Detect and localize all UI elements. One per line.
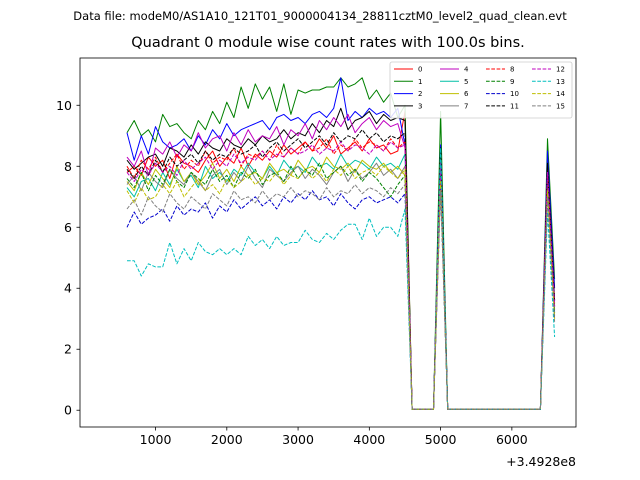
y-tick-label: 8	[64, 159, 72, 174]
legend-label-0: 0	[418, 66, 422, 74]
y-tick-label: 10	[56, 98, 72, 113]
y-tick-label: 0	[64, 403, 72, 418]
legend-label-9: 9	[510, 78, 514, 86]
legend-label-15: 15	[556, 103, 565, 111]
series-line-6	[126, 156, 556, 410]
series-line-2	[126, 77, 556, 410]
legend-label-11: 11	[510, 103, 519, 111]
legend-label-12: 12	[556, 66, 565, 74]
series-layer	[126, 77, 556, 410]
y-tick-label: 6	[64, 220, 72, 235]
x-offset-label: +3.4928e8	[506, 454, 576, 469]
legend-label-2: 2	[418, 90, 422, 98]
legend-label-7: 7	[464, 103, 468, 111]
legend-label-3: 3	[418, 103, 422, 111]
series-line-8	[126, 138, 556, 410]
series-line-7	[126, 162, 556, 410]
series-line-12	[126, 141, 556, 410]
series-line-14	[126, 165, 556, 410]
series-line-9	[126, 162, 556, 410]
legend-label-14: 14	[556, 90, 565, 98]
series-line-5	[126, 153, 556, 410]
y-tick-label: 4	[64, 281, 72, 296]
x-tick-label: 4000	[353, 432, 385, 447]
legend-label-8: 8	[510, 66, 514, 74]
legend-box	[389, 61, 573, 119]
legend-label-13: 13	[556, 78, 565, 86]
series-line-11	[126, 129, 556, 410]
legend-label-5: 5	[464, 78, 468, 86]
legend-label-6: 6	[464, 90, 469, 98]
y-tick-label: 2	[64, 342, 72, 357]
plot-title: Quadrant 0 module wise count rates with …	[131, 35, 525, 51]
x-tick-label: 2000	[211, 432, 243, 447]
figure-suptitle: Data file: modeM0/AS1A10_121T01_90000041…	[73, 9, 567, 23]
legend-label-4: 4	[464, 66, 469, 74]
series-line-13	[127, 147, 556, 410]
series-line-15	[126, 184, 556, 410]
x-tick-label: 3000	[282, 432, 314, 447]
legend-label-10: 10	[510, 90, 519, 98]
x-tick-label: 1000	[140, 432, 172, 447]
legend-label-1: 1	[418, 78, 422, 86]
x-tick-label: 5000	[425, 432, 457, 447]
series-line-10	[126, 187, 556, 410]
axes-frame	[79, 57, 577, 428]
series-line-0	[126, 110, 556, 410]
x-tick-label: 6000	[496, 432, 528, 447]
series-line-1	[126, 77, 556, 410]
series-line-4	[126, 113, 556, 410]
